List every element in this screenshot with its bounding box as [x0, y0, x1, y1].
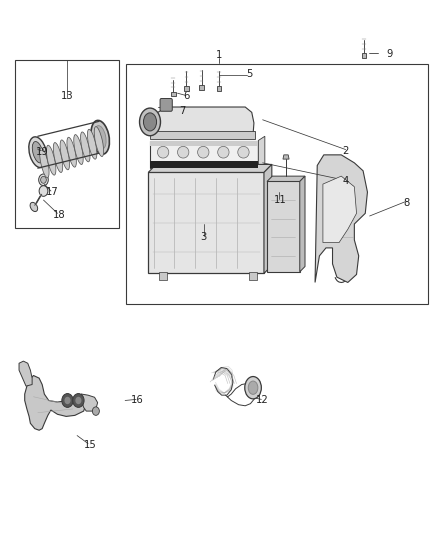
Ellipse shape [30, 203, 38, 212]
Bar [150, 141, 258, 168]
Polygon shape [81, 394, 98, 411]
Polygon shape [315, 155, 367, 282]
Polygon shape [264, 165, 272, 273]
Polygon shape [323, 176, 357, 243]
Bar [184, 86, 189, 91]
Ellipse shape [94, 126, 106, 149]
Bar [14, 60, 120, 228]
Ellipse shape [140, 108, 160, 136]
Ellipse shape [46, 146, 56, 175]
Bar [127, 64, 427, 304]
Ellipse shape [245, 376, 261, 399]
Text: 9: 9 [386, 49, 392, 59]
Text: 2: 2 [343, 146, 349, 156]
Ellipse shape [248, 381, 258, 394]
Circle shape [64, 397, 71, 404]
Text: 7: 7 [179, 106, 185, 116]
Bar [150, 161, 258, 168]
Bar [361, 53, 366, 58]
Bar [267, 181, 300, 272]
Ellipse shape [238, 147, 249, 158]
Text: 11: 11 [274, 195, 286, 205]
Polygon shape [300, 176, 305, 272]
Bar [249, 272, 257, 280]
Ellipse shape [41, 176, 46, 183]
Ellipse shape [81, 132, 90, 162]
Text: 3: 3 [201, 232, 207, 243]
Text: 12: 12 [256, 395, 269, 406]
Text: 13: 13 [61, 91, 74, 101]
Polygon shape [283, 155, 289, 159]
Ellipse shape [218, 147, 229, 158]
Ellipse shape [198, 147, 209, 158]
Polygon shape [25, 375, 86, 430]
Bar [159, 272, 167, 280]
Ellipse shape [40, 148, 49, 178]
Ellipse shape [74, 135, 83, 165]
Text: 17: 17 [46, 187, 59, 197]
Polygon shape [151, 107, 254, 135]
Text: 4: 4 [343, 176, 349, 187]
Polygon shape [258, 136, 265, 168]
Polygon shape [19, 361, 32, 386]
Text: 15: 15 [84, 440, 96, 450]
Ellipse shape [60, 140, 70, 170]
FancyBboxPatch shape [160, 99, 172, 111]
Ellipse shape [88, 130, 97, 159]
Ellipse shape [39, 174, 48, 185]
Circle shape [62, 393, 73, 407]
Bar [217, 86, 221, 91]
Text: 18: 18 [53, 210, 65, 220]
Ellipse shape [53, 143, 63, 173]
Text: 19: 19 [36, 147, 49, 157]
Bar [171, 92, 176, 96]
Ellipse shape [39, 185, 48, 196]
Ellipse shape [144, 113, 156, 131]
Circle shape [75, 397, 81, 404]
Text: 16: 16 [131, 395, 144, 406]
Bar [148, 172, 264, 273]
Text: 5: 5 [247, 69, 253, 79]
Bar [199, 85, 204, 90]
Ellipse shape [91, 120, 110, 154]
Bar [150, 141, 258, 146]
Text: 1: 1 [216, 50, 222, 60]
Polygon shape [148, 165, 272, 172]
Ellipse shape [32, 142, 43, 163]
Text: 6: 6 [183, 91, 190, 101]
Polygon shape [267, 176, 305, 181]
Circle shape [73, 393, 84, 407]
Ellipse shape [67, 138, 76, 167]
FancyBboxPatch shape [150, 132, 255, 139]
Text: 8: 8 [404, 198, 410, 208]
Ellipse shape [177, 147, 189, 158]
Ellipse shape [29, 137, 47, 167]
Ellipse shape [157, 147, 169, 158]
Ellipse shape [94, 127, 104, 157]
Circle shape [92, 407, 99, 415]
